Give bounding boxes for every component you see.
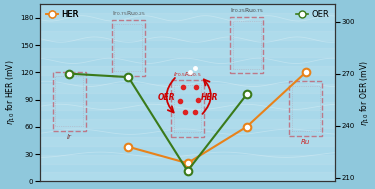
Text: OER: OER xyxy=(158,93,176,102)
Bar xyxy=(40,31,335,40)
Bar xyxy=(40,128,335,137)
Bar xyxy=(40,155,335,164)
Bar xyxy=(40,75,335,84)
Bar xyxy=(290,81,322,136)
Y-axis label: $\eta_{10}$ for HER (mV): $\eta_{10}$ for HER (mV) xyxy=(4,60,17,125)
Bar xyxy=(40,22,335,31)
Bar xyxy=(40,146,335,155)
Bar xyxy=(114,24,142,71)
Bar xyxy=(40,4,335,13)
Bar xyxy=(292,86,320,131)
Bar xyxy=(174,85,201,132)
Text: Ir$_{0.75}$Ru$_{0.25}$: Ir$_{0.75}$Ru$_{0.25}$ xyxy=(112,9,145,18)
Bar xyxy=(40,66,335,75)
Text: HER: HER xyxy=(201,93,219,102)
Bar xyxy=(40,164,335,173)
Bar xyxy=(40,13,335,22)
Bar xyxy=(171,81,204,137)
Bar xyxy=(53,72,86,131)
Bar xyxy=(40,48,335,57)
Bar xyxy=(40,40,335,48)
Bar xyxy=(40,57,335,66)
Bar xyxy=(112,20,145,76)
Bar xyxy=(40,119,335,128)
Text: Ir$_{0.25}$Ru$_{0.75}$: Ir$_{0.25}$Ru$_{0.75}$ xyxy=(230,6,263,15)
Bar xyxy=(233,21,261,69)
Bar xyxy=(40,173,335,181)
Bar xyxy=(56,76,83,126)
Bar xyxy=(40,84,335,93)
Text: Ru: Ru xyxy=(301,139,310,145)
Bar xyxy=(230,17,263,73)
Legend: OER: OER xyxy=(294,8,331,21)
Text: Ir$_{0.5}$Ru$_{0.5}$: Ir$_{0.5}$Ru$_{0.5}$ xyxy=(173,70,202,79)
Bar xyxy=(40,110,335,119)
Text: Ir: Ir xyxy=(67,134,72,140)
Legend: HER: HER xyxy=(44,8,81,21)
Y-axis label: $\eta_{10}$ for OER (mV): $\eta_{10}$ for OER (mV) xyxy=(358,60,371,126)
Bar xyxy=(40,102,335,110)
Bar xyxy=(40,93,335,102)
Bar xyxy=(40,137,335,146)
